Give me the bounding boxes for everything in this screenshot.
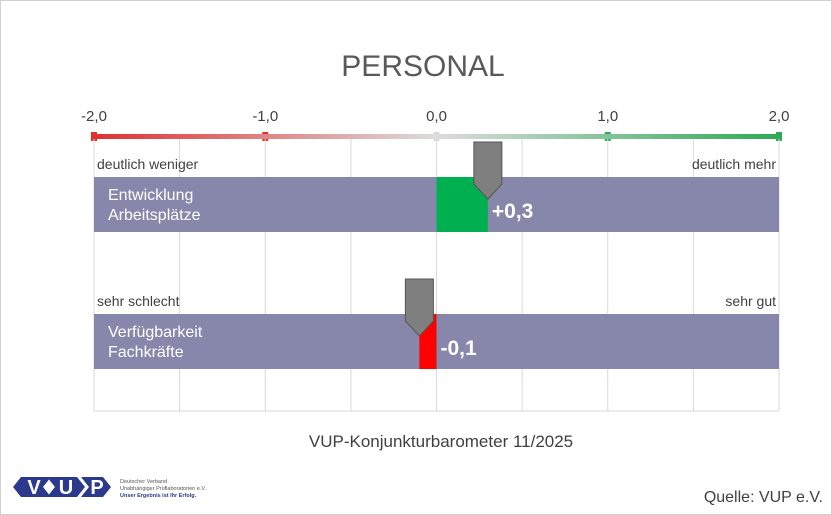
chart-title: PERSONAL [341,50,504,83]
tick-label: 1,0 [597,108,618,125]
category-label: Arbeitsplätze [108,207,201,224]
value-marker [473,141,503,200]
chart-row: deutlich weniger deutlich mehr Entwicklung… [94,141,779,232]
logo-shape-v [13,477,51,497]
tick-label: -2,0 [81,108,107,125]
category-label: Verfügbarkeit [108,324,203,341]
right-scale-label: deutlich mehr [692,156,776,172]
category-label: Fachkräfte [108,344,184,361]
value-label: +0,3 [492,200,533,223]
logo-line-2: Unabhängiger Prüflaboratorien e.V. [120,486,206,492]
source-label: Quelle: VUP e.V. [704,489,823,506]
left-scale-label: deutlich weniger [97,156,199,172]
right-scale-label: sehr gut [725,293,776,309]
logo-letter-v: V [27,477,41,499]
left-scale-label: sehr schlecht [97,293,180,309]
category-label: Entwicklung [108,187,193,204]
tick-label: 2,0 [769,108,790,125]
chart-subtitle: VUP-Konjunkturbarometer 11/2025 [309,432,573,451]
vup-logo: V U P Deutscher Verband Unabhängiger Prü… [13,477,206,499]
logo-letter-u: U [59,477,73,499]
logo-line-3: Unser Ergebnis ist Ihr Erfolg. [120,493,197,499]
tick-label: -1,0 [252,108,278,125]
value-marker [404,278,434,337]
scale-gradient-line [94,134,779,139]
logo-shape-p [81,477,111,497]
logo-letter-p: P [90,477,103,499]
logo-shape-u [47,477,85,497]
value-label: -0,1 [441,337,478,360]
chart-row: sehr schlecht sehr gut Verfügbarkeit Fachkr… [94,278,779,369]
chart-rows: deutlich weniger deutlich mehr Entwicklung… [94,141,779,369]
logo-line-1: Deutscher Verband [120,479,167,485]
tick-label: 0,0 [426,108,447,125]
